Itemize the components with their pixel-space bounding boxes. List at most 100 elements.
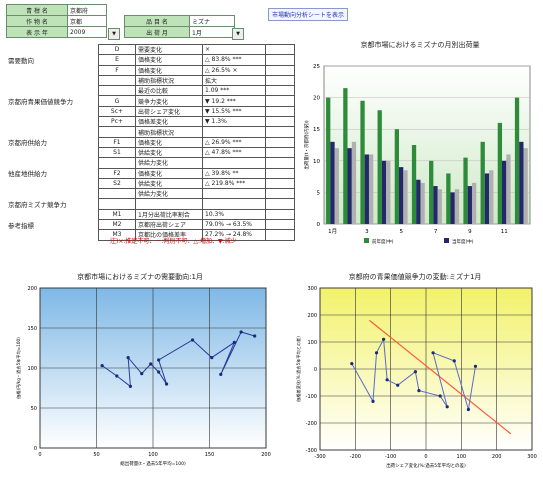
data-point	[350, 362, 354, 366]
y-tick-label: 100	[307, 340, 317, 346]
value-cell	[202, 157, 266, 169]
data-point	[385, 378, 389, 382]
legend-swatch	[444, 238, 449, 243]
indicator-name-cell: 需要変化	[135, 43, 203, 56]
data-point	[128, 384, 132, 388]
y-tick-label: 25	[313, 64, 320, 70]
indicator-table: D 需要変化 × 需要動向 E 価格変化 △ 83.8% *** F 価格変化 △ 26.5% ×…	[6, 43, 295, 241]
bar	[403, 170, 408, 224]
scatter-chart-title: 京都府の青果価値競争力の変動:ミズナ1月	[348, 273, 482, 281]
x-tick-label: 300	[527, 454, 537, 460]
bar	[514, 97, 520, 224]
y-tick-label: 150	[27, 326, 37, 332]
monthly-shipment-chart: 京都市場におけるミズナの月別出荷量 0 5 10 15 20 25 1月 3 5 7 9 11 出荷量(…	[300, 40, 540, 250]
significance-cell	[265, 74, 295, 87]
y-tick-label: 300	[307, 286, 317, 292]
significance-cell	[265, 208, 295, 221]
bar-chart-svg: 0 5 10 15 20 25 1月 3 5 7 9 11 出荷量(t・京都府(内訳)) 前年度(中) 当年…	[303, 64, 531, 245]
table-row: S1 供給変化 △ 47.8% ***	[6, 146, 295, 159]
bar	[450, 192, 455, 224]
bar	[437, 189, 442, 224]
legend-label: 前年度(中)	[372, 238, 394, 245]
plot-area	[323, 65, 531, 225]
code-cell: E	[98, 54, 136, 66]
code-cell: M2	[98, 219, 136, 231]
code-cell	[98, 157, 136, 169]
scatter-chart-svg: -300 -200 -100 0 100 200 300 -300 -200 -100 0 100 20…	[295, 286, 537, 469]
indicator-name-cell: 供給力変化	[135, 188, 203, 200]
month-dropdown-icon[interactable]: ▼	[232, 28, 244, 40]
x-tick-label: 200	[261, 452, 271, 458]
indicator-name-cell: 1月分出荷比率割合	[135, 208, 203, 221]
code-cell	[98, 74, 136, 87]
market-analysis-link[interactable]: 市場動向分析シートを表示	[268, 8, 349, 21]
value-cell	[202, 198, 266, 210]
code-cell: F	[98, 64, 136, 76]
value-cell: △ 47.8% ***	[202, 146, 266, 159]
crop-value: 京都	[67, 15, 107, 27]
significance-cell	[265, 157, 295, 169]
x-tick-label: 0	[424, 454, 427, 460]
category-cell	[6, 158, 99, 168]
code-cell: Sc+	[98, 105, 136, 118]
month-select[interactable]: 1月	[189, 26, 235, 38]
significance-cell	[265, 229, 295, 241]
category-cell: 京都府青果価値競争力	[8, 98, 73, 107]
year-label: 表 示 年	[6, 26, 68, 38]
code-cell: F1	[98, 136, 136, 148]
indicator-name-cell: 補助指標状況	[135, 126, 203, 138]
x-tick-label: 9	[468, 229, 472, 235]
significance-cell	[265, 188, 295, 200]
value-cell: 1.09 ***	[202, 85, 266, 97]
x-tick-label: 200	[492, 454, 502, 460]
competitiveness-chart: 京都府の青果価値競争力の変動:ミズナ1月 -300 -200 -100 0 100 200…	[290, 272, 540, 474]
item-label: 品 目 名	[124, 15, 190, 27]
category-cell: 参考指標	[8, 221, 34, 230]
category-cell	[6, 147, 99, 157]
significance-cell	[265, 116, 295, 128]
code-cell	[98, 188, 136, 200]
significance-cell	[265, 219, 295, 231]
year-dropdown-icon[interactable]: ▼	[108, 28, 120, 40]
category-cell	[6, 65, 99, 75]
significance-cell	[265, 85, 295, 97]
year-select[interactable]: 2009	[67, 26, 107, 38]
bar	[463, 157, 468, 224]
table-row: D 需要変化 ×	[6, 43, 295, 56]
category-cell: 他産地供給力	[8, 170, 47, 179]
x-axis-label: 出荷シェア変化(%:過去5年平均との差)	[386, 462, 466, 469]
data-point	[445, 405, 449, 409]
legend-label: 当年度(中)	[452, 238, 474, 245]
table-row: 最近の比較 1.09 ***	[6, 85, 295, 97]
significance-cell	[265, 167, 295, 179]
bar	[429, 160, 434, 224]
y-tick-label: 0	[34, 446, 37, 452]
item-value: ミズナ	[189, 15, 235, 27]
bar	[497, 122, 503, 224]
data-point	[413, 370, 417, 374]
x-tick-label: -300	[314, 454, 325, 460]
legend-note: 注)×:推定不可、ー:判別不可、△:増加、▼:減少	[110, 238, 237, 245]
demand-trend-chart: 京都市場におけるミズナの需要動向:1月 0 50 100 150 200 0 50 100 15…	[8, 272, 272, 472]
code-cell	[98, 126, 136, 138]
data-point	[100, 364, 104, 368]
significance-cell	[265, 64, 295, 76]
category-cell	[6, 230, 99, 240]
y-tick-label: 0	[314, 367, 317, 373]
table-row: 供給力変化	[6, 188, 295, 200]
y-axis-label: 価格差変化(%:過去5年平均との差)	[295, 336, 302, 402]
data-point	[149, 362, 153, 366]
y-tick-label: 20	[313, 96, 320, 102]
bar	[351, 141, 357, 224]
bar	[480, 141, 485, 224]
y-tick-label: 10	[313, 159, 320, 165]
x-tick-label: 100	[148, 452, 158, 458]
table-row: S2 供給変化 △ 219.8% ***	[6, 177, 295, 190]
table-row: 供給力変化	[6, 157, 295, 169]
x-tick-label: 3	[365, 229, 369, 235]
bar	[416, 179, 421, 224]
line-chart-svg: 0 50 100 150 200 0 50 100 150 200 総出荷量(t・過去5年平均=10…	[15, 286, 271, 467]
data-point	[374, 351, 379, 355]
data-point	[239, 330, 243, 334]
bar	[360, 100, 365, 224]
